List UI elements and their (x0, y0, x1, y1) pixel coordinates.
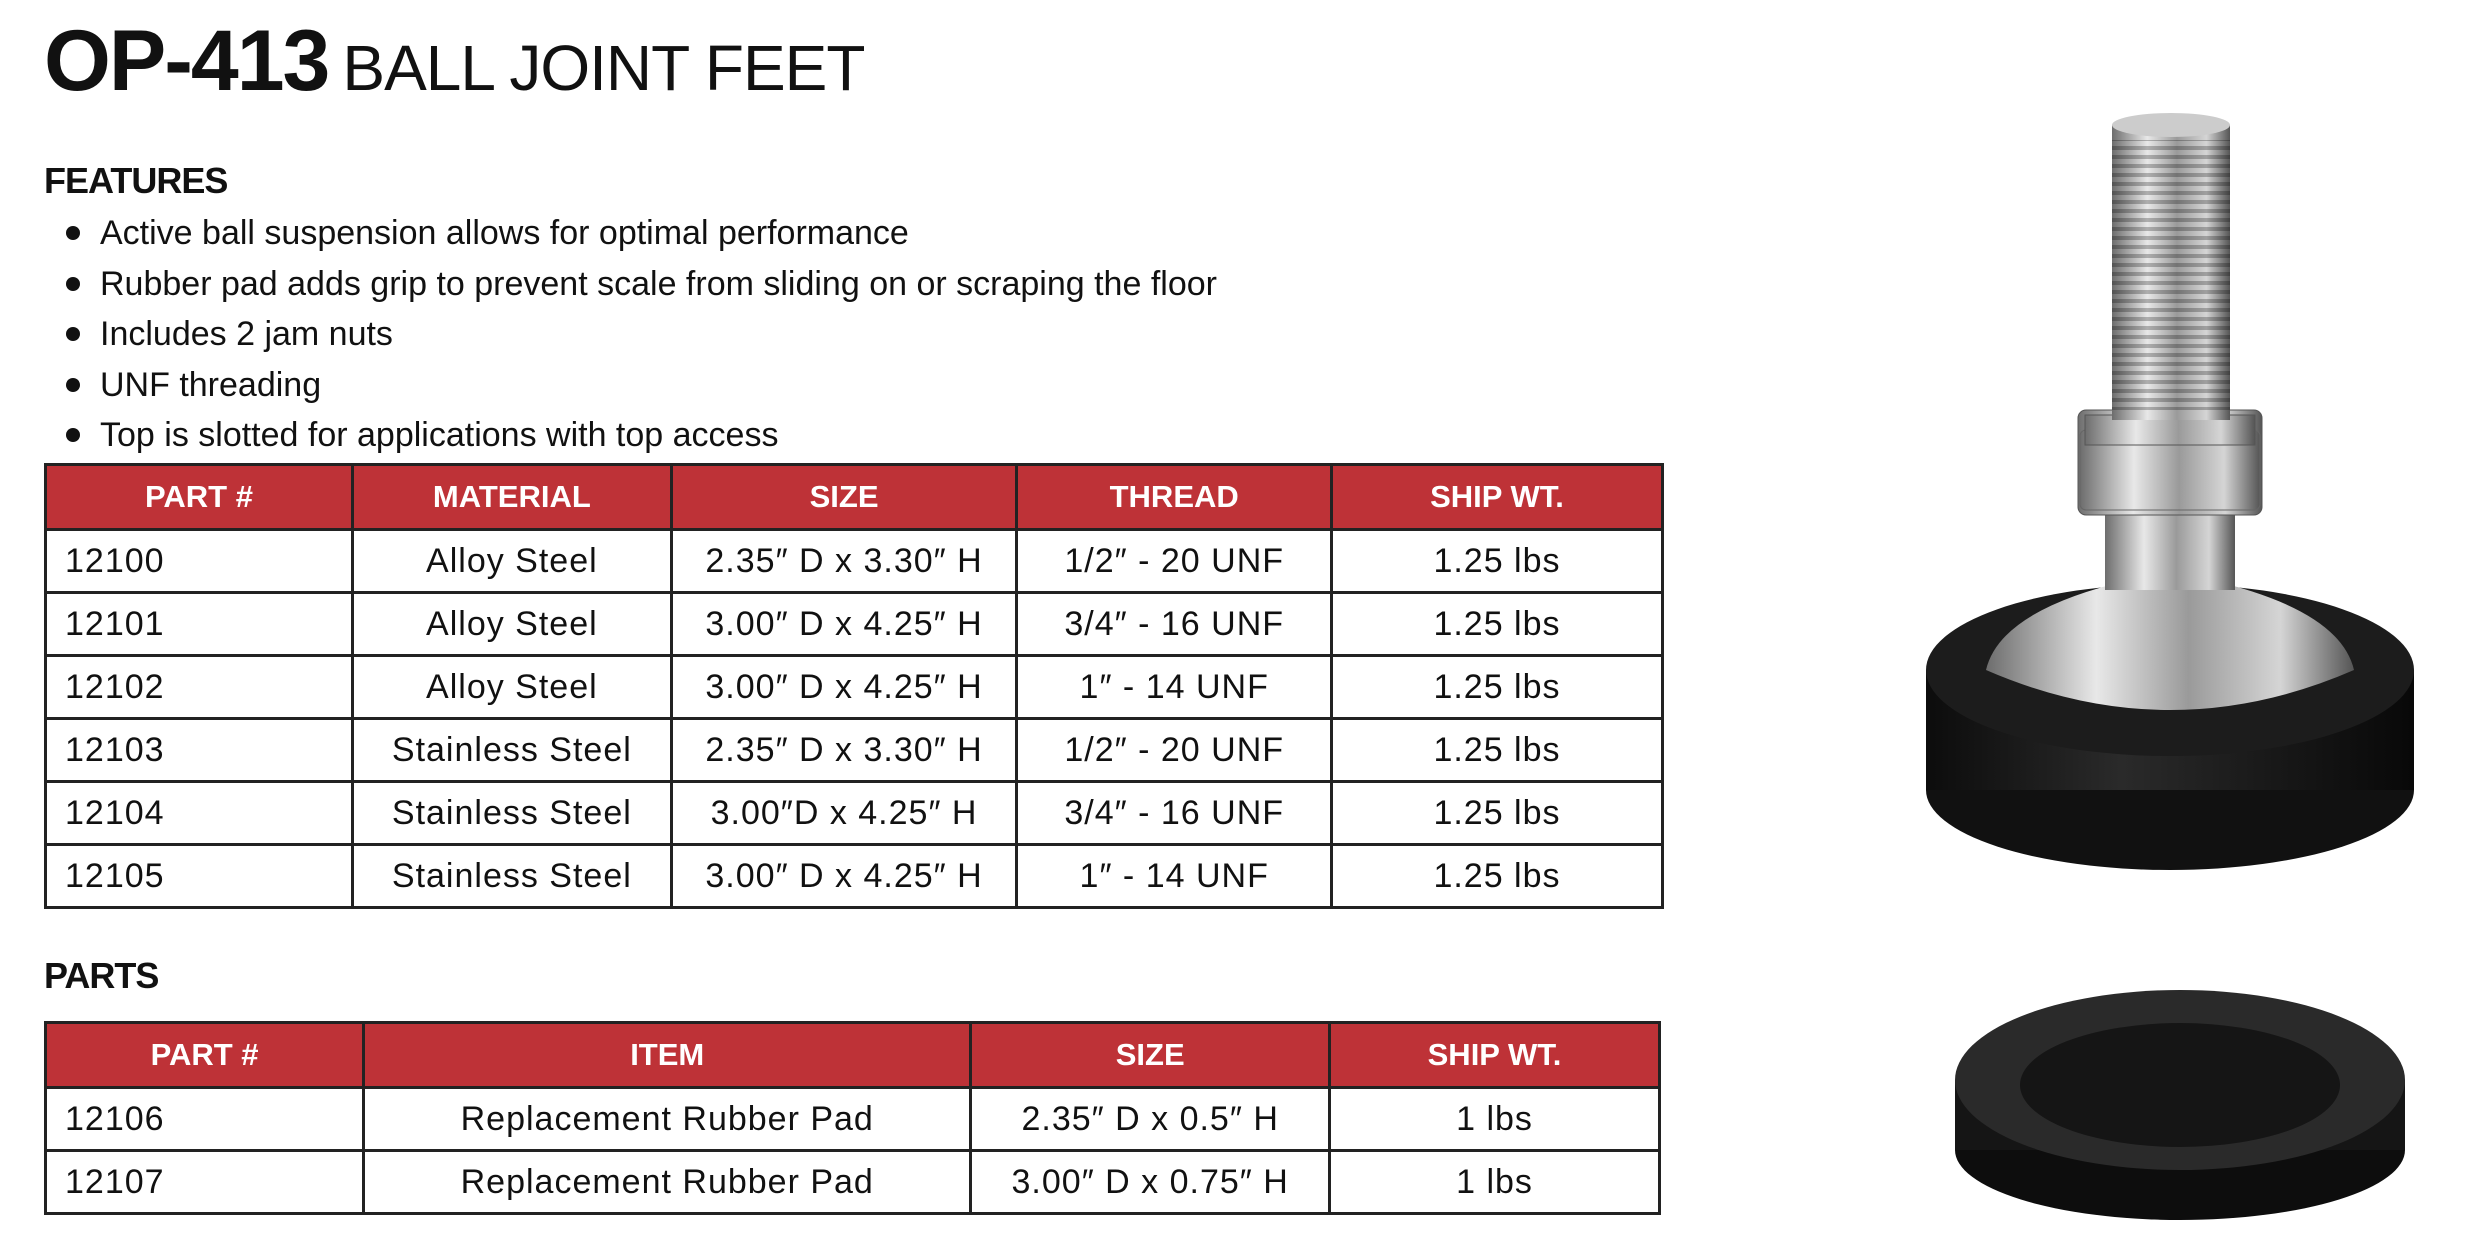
table-cell: 3.00″ D x 0.75″ H (969, 1149, 1332, 1215)
table-cell: 12105 (43, 843, 355, 909)
feature-item: Rubber pad adds grip to prevent scale fr… (60, 259, 1217, 310)
feature-item: Active ball suspension allows for optima… (60, 208, 1217, 259)
table-cell: Replacement Rubber Pad (362, 1149, 973, 1215)
features-heading: FEATURES (44, 160, 228, 201)
table-cell: 1.25 lbs (1329, 780, 1665, 846)
table-cell: 12101 (43, 591, 355, 657)
table-cell: Alloy Steel (351, 591, 673, 657)
table-cell: 3/4″ - 16 UNF (1015, 780, 1333, 846)
features-list: Active ball suspension allows for optima… (60, 208, 1217, 461)
bullet-icon (66, 377, 80, 392)
table-cell: 3.00″ D x 4.25″ H (669, 654, 1019, 720)
table-cell: 12106 (43, 1086, 366, 1152)
table-cell: 3.00″ D x 4.25″ H (669, 591, 1019, 657)
bullet-icon (66, 428, 80, 443)
table-cell: Alloy Steel (351, 528, 673, 594)
column-header: SHIP WT. (1329, 463, 1665, 531)
table-cell: 3/4″ - 16 UNF (1015, 591, 1333, 657)
table-cell: 1/2″ - 20 UNF (1015, 528, 1333, 594)
parts-heading: PARTS (44, 955, 159, 996)
product-code: OP-413 (44, 13, 330, 109)
feature-item: UNF threading (60, 360, 1217, 411)
models-table: PART # MATERIAL SIZE THREAD SHIP WT. 12100 Al… (43, 463, 1665, 909)
rubber-pad-image (1955, 990, 2405, 1220)
table-row: 12102 Alloy Steel 3.00″ D x 4.25″ H 1″ - 14… (43, 654, 1665, 720)
feature-text: Includes 2 jam nuts (100, 315, 393, 354)
feature-text: UNF threading (100, 365, 322, 404)
table-cell: 12107 (43, 1149, 366, 1215)
table-cell: Alloy Steel (351, 654, 673, 720)
table-cell: 1/2″ - 20 UNF (1015, 717, 1333, 783)
column-header: SIZE (969, 1021, 1332, 1089)
ball-joint-foot-image (1926, 113, 2414, 870)
feature-text: Rubber pad adds grip to prevent scale fr… (100, 264, 1217, 303)
table-cell: 1.25 lbs (1329, 654, 1665, 720)
column-header: ITEM (362, 1021, 973, 1089)
table-cell: 12104 (43, 780, 355, 846)
table-cell: 3.00″D x 4.25″ H (669, 780, 1019, 846)
column-header: SIZE (669, 463, 1019, 531)
table-cell: 12103 (43, 717, 355, 783)
table-cell: Stainless Steel (351, 843, 673, 909)
table-row: 12100 Alloy Steel 2.35″ D x 3.30″ H 1/2″ - … (43, 528, 1665, 594)
table-header-row: PART # MATERIAL SIZE THREAD SHIP WT. (43, 463, 1665, 531)
table-cell: 12100 (43, 528, 355, 594)
table-cell: 1.25 lbs (1329, 843, 1665, 909)
table-row: 12105 Stainless Steel 3.00″ D x 4.25″ H 1″ … (43, 843, 1665, 909)
table-cell: 3.00″ D x 4.25″ H (669, 843, 1019, 909)
table-cell: 12102 (43, 654, 355, 720)
table-row: 12107 Replacement Rubber Pad 3.00″ D x 0.7… (43, 1149, 1661, 1215)
table-cell: 1″ - 14 UNF (1015, 843, 1333, 909)
parts-table: PART # ITEM SIZE SHIP WT. 12106 Replacement … (43, 1021, 1661, 1215)
feature-item: Top is slotted for applications with top… (60, 410, 1217, 461)
feature-text: Active ball suspension allows for optima… (100, 214, 909, 253)
table-cell: 2.35″ D x 0.5″ H (969, 1086, 1332, 1152)
feature-item: Includes 2 jam nuts (60, 309, 1217, 360)
column-header: MATERIAL (351, 463, 673, 531)
table-cell: 2.35″ D x 3.30″ H (669, 528, 1019, 594)
bullet-icon (66, 327, 80, 342)
column-header: SHIP WT. (1328, 1021, 1661, 1089)
table-cell: 1 lbs (1328, 1149, 1661, 1215)
table-row: 12104 Stainless Steel 3.00″D x 4.25″ H 3/4″… (43, 780, 1665, 846)
table-cell: Stainless Steel (351, 780, 673, 846)
table-cell: 1 lbs (1328, 1086, 1661, 1152)
product-name: BALL JOINT FEET (342, 32, 865, 104)
table-row: 12101 Alloy Steel 3.00″ D x 4.25″ H 3/4″ - … (43, 591, 1665, 657)
table-row: 12103 Stainless Steel 2.35″ D x 3.30″ H 1/2… (43, 717, 1665, 783)
table-cell: 1.25 lbs (1329, 717, 1665, 783)
table-cell: 1.25 lbs (1329, 528, 1665, 594)
table-cell: Replacement Rubber Pad (362, 1086, 973, 1152)
table-cell: Stainless Steel (351, 717, 673, 783)
bullet-icon (66, 276, 80, 291)
column-header: PART # (43, 463, 355, 531)
page-title: OP-413 BALL JOINT FEET (44, 18, 865, 104)
bullet-icon (66, 226, 80, 241)
table-row: 12106 Replacement Rubber Pad 2.35″ D x 0.5… (43, 1086, 1661, 1152)
column-header: THREAD (1015, 463, 1333, 531)
table-cell: 2.35″ D x 3.30″ H (669, 717, 1019, 783)
feature-text: Top is slotted for applications with top… (100, 416, 779, 455)
table-cell: 1″ - 14 UNF (1015, 654, 1333, 720)
table-cell: 1.25 lbs (1329, 591, 1665, 657)
table-header-row: PART # ITEM SIZE SHIP WT. (43, 1021, 1661, 1089)
column-header: PART # (43, 1021, 366, 1089)
